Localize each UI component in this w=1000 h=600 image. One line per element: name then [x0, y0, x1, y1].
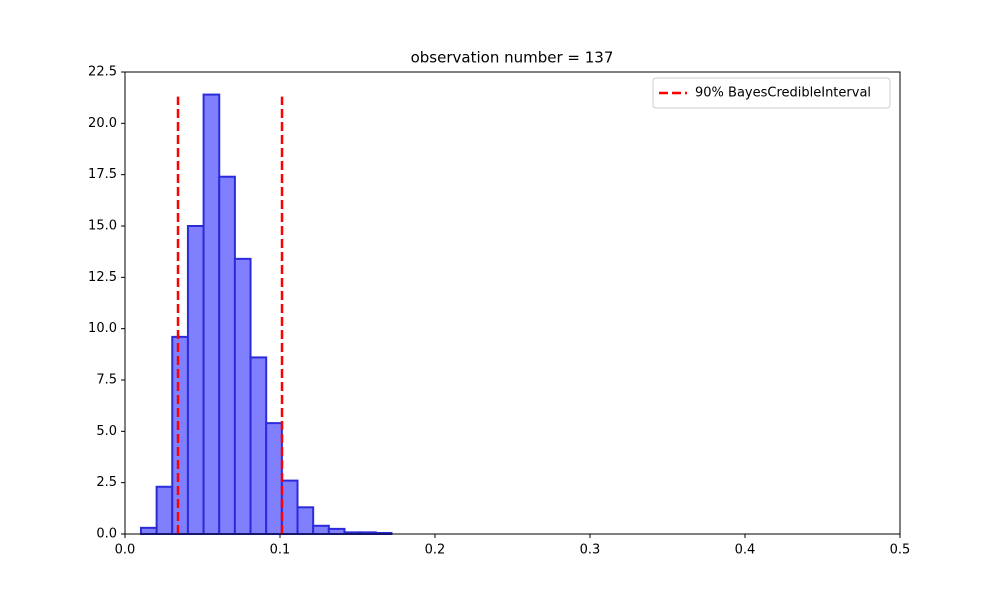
y-tick-label: 5.0: [96, 424, 117, 439]
bar: [327, 527, 346, 535]
bar: [233, 257, 252, 535]
bar: [186, 225, 205, 535]
x-tick-label: 0.4: [735, 543, 756, 558]
bar: [265, 422, 283, 535]
y-tick-label: 0.0: [96, 527, 117, 542]
bar: [249, 356, 268, 535]
x-tick-label: 0.0: [115, 543, 136, 558]
y-tick-label: 15.0: [88, 219, 117, 234]
bar: [202, 93, 221, 535]
legend-box: [652, 77, 891, 109]
chart-title: observation number = 137: [411, 49, 614, 67]
bar: [296, 506, 315, 536]
axes-frame: [124, 71, 901, 535]
y-tick-label: 17.5: [88, 167, 117, 182]
y-tick-label: 22.5: [88, 65, 117, 80]
bar: [155, 485, 174, 536]
bar: [171, 335, 189, 535]
y-tick-label: 2.5: [96, 475, 117, 490]
y-tick-label: 20.0: [88, 116, 117, 131]
bar: [218, 175, 236, 535]
x-tick-label: 0.3: [580, 543, 601, 558]
x-tick-label: 0.2: [425, 543, 446, 558]
x-tick-label: 0.5: [890, 543, 911, 558]
y-tick-label: 7.5: [96, 373, 117, 388]
y-tick-label: 10.0: [88, 321, 117, 336]
bar: [139, 526, 158, 536]
legend-label: 90% BayesCredibleInterval: [695, 86, 871, 101]
bar: [280, 479, 299, 536]
x-tick-label: 0.1: [270, 543, 291, 558]
y-tick-label: 12.5: [88, 270, 117, 285]
bar: [312, 524, 330, 536]
